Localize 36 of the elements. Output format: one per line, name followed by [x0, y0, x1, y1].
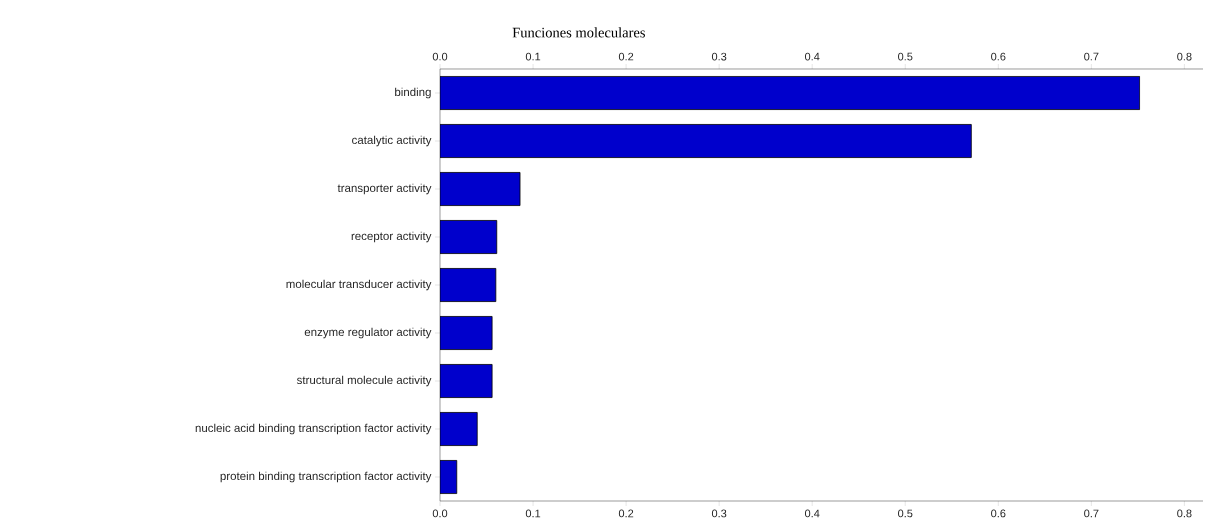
y-tick-label: catalytic activity [352, 135, 432, 147]
bar [440, 412, 478, 446]
y-tick-label: protein binding transcription factor activity [220, 471, 432, 483]
bar [440, 76, 1141, 110]
x2-tick-label: 0.2 [618, 52, 634, 61]
y-tick-label: enzyme regulator activity [304, 327, 432, 339]
y-tick-label: transporter activity [337, 183, 432, 195]
x-tick-label: 0.4 [804, 509, 820, 518]
x2-tick-label: 0.6 [991, 52, 1006, 61]
bar [440, 364, 493, 398]
y-tick-label: nucleic acid binding transcription factor activity [195, 423, 432, 435]
x-tick-label: 0.3 [711, 509, 727, 518]
x-tick-label: 0.0 [432, 509, 448, 518]
x2-tick-label: 0.4 [804, 52, 820, 61]
bar [440, 124, 972, 158]
x-tick-label: 0.5 [898, 509, 913, 518]
x-tick-label: 0.2 [618, 509, 634, 518]
bar [440, 220, 498, 254]
x2-tick-label: 0.0 [432, 52, 448, 61]
chart-title: Funciones moleculares [512, 27, 645, 38]
y-tick-label: molecular transducer activity [286, 279, 432, 291]
y-tick-label: structural molecule activity [296, 375, 432, 387]
x2-tick-label: 0.1 [525, 52, 541, 61]
bar [440, 172, 521, 206]
x-tick-label: 0.7 [1084, 509, 1099, 518]
y-tick-label: receptor activity [351, 231, 432, 243]
y-tick-label: binding [395, 87, 431, 99]
x2-tick-label: 0.5 [898, 52, 913, 61]
x2-tick-label: 0.3 [711, 52, 727, 61]
x2-tick-label: 0.8 [1177, 52, 1192, 61]
x-tick-label: 0.8 [1177, 509, 1192, 518]
bar [440, 316, 493, 350]
x2-tick-label: 0.7 [1084, 52, 1099, 61]
x-tick-label: 0.6 [991, 509, 1006, 518]
bar [440, 268, 497, 302]
x-tick-label: 0.1 [525, 509, 541, 518]
